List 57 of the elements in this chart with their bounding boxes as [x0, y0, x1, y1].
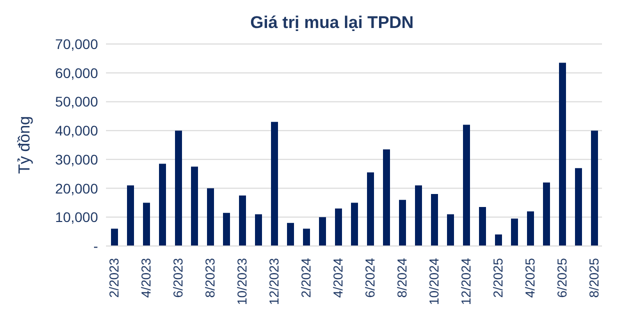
bar	[415, 185, 422, 246]
bar	[175, 130, 182, 246]
x-tick-label: 10/2024	[426, 258, 442, 305]
bar	[447, 214, 454, 246]
bar	[303, 228, 310, 246]
bar	[527, 211, 534, 246]
bar	[463, 124, 470, 246]
y-tick-label: 70,000	[55, 36, 98, 52]
y-tick-label: 30,000	[55, 151, 98, 168]
bar	[559, 62, 566, 246]
bar	[271, 122, 278, 246]
bar	[383, 149, 390, 246]
y-tick-label: 20,000	[55, 180, 98, 196]
bar	[255, 214, 262, 246]
bar	[127, 185, 134, 246]
bar	[351, 202, 358, 246]
x-tick-label: 6/2023	[170, 258, 186, 298]
y-tick-label: 60,000	[55, 64, 98, 81]
x-tick-label: 2/2024	[298, 258, 314, 298]
bar	[207, 188, 214, 246]
y-tick-label: -	[93, 238, 98, 254]
chart-title: Giá trị mua lại TPDN	[250, 13, 414, 32]
y-axis-title: Tỷ đồng	[16, 116, 34, 174]
bar	[543, 182, 550, 246]
x-tick-label: 8/2025	[586, 258, 602, 298]
bar	[367, 172, 374, 246]
x-tick-label: 12/2023	[266, 258, 282, 305]
x-tick-label: 4/2023	[138, 258, 154, 298]
bar	[575, 168, 582, 246]
y-tick-label: 40,000	[55, 122, 98, 139]
bar	[431, 194, 438, 246]
bar	[191, 166, 198, 246]
bar	[495, 234, 502, 246]
bar	[223, 212, 230, 246]
bar	[319, 217, 326, 246]
y-tick-label: 10,000	[55, 209, 98, 226]
bar	[335, 208, 342, 246]
bar	[399, 200, 406, 246]
x-tick-label: 2/2025	[490, 258, 506, 298]
x-tick-label: 10/2023	[234, 258, 250, 305]
x-tick-label: 8/2023	[202, 258, 218, 298]
bar	[511, 218, 518, 246]
bar	[143, 202, 150, 246]
bar	[287, 222, 294, 246]
x-tick-label: 12/2024	[458, 258, 474, 305]
bar	[111, 228, 118, 246]
x-tick-label: 6/2024	[362, 258, 378, 298]
y-tick-label: 50,000	[55, 94, 98, 110]
x-tick-label: 2/2023	[106, 258, 122, 298]
x-tick-label: 8/2024	[394, 258, 410, 298]
x-tick-label: 4/2025	[522, 258, 538, 298]
x-tick-label: 6/2025	[554, 258, 570, 298]
bar	[591, 130, 598, 246]
bar	[479, 207, 486, 246]
bar	[239, 196, 246, 246]
x-tick-label: 4/2024	[330, 258, 346, 298]
bar	[159, 164, 166, 246]
